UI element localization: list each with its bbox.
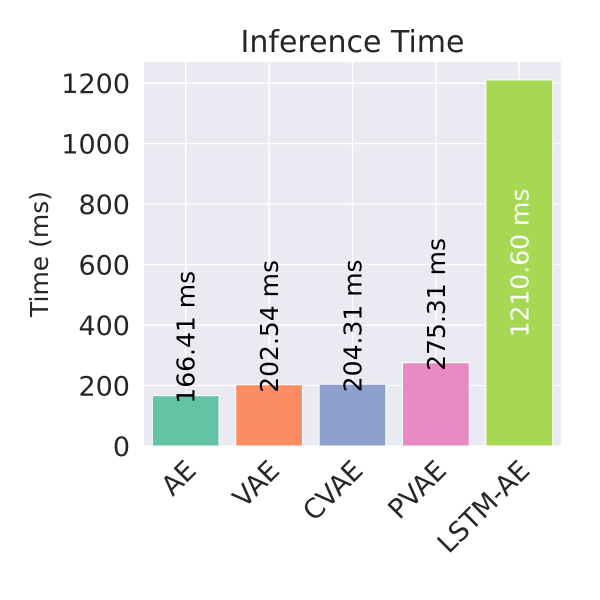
bar-value-label: 1210.60 ms: [505, 189, 534, 338]
bar-value-label: 204.31 ms: [339, 259, 368, 392]
bar-value-label: 275.31 ms: [422, 238, 451, 371]
y-tick-label: 400: [78, 311, 130, 342]
chart-title: Inference Time: [241, 25, 465, 60]
y-tick-label: 1000: [61, 130, 130, 161]
bar-lstm-ae: [485, 79, 554, 447]
x-tick-label: VAE: [227, 455, 286, 514]
y-axis-label: Time (ms): [25, 191, 54, 318]
bar-value-label: 202.54 ms: [255, 260, 284, 393]
x-tick-label: CVAE: [297, 455, 369, 527]
bar-cvae: [318, 383, 387, 447]
bar-value-labels: 166.41 ms 202.54 ms 204.31 ms 275.31 ms 1210…: [172, 189, 535, 404]
y-tick-label: 800: [78, 190, 130, 221]
x-tick-label: AE: [156, 455, 203, 502]
y-tick-label: 1200: [61, 69, 130, 100]
bar-vae: [235, 384, 303, 447]
bar-pvae: [402, 362, 470, 447]
y-tick-label: 0: [113, 432, 130, 463]
bars: [151, 79, 554, 447]
bar-value-label: 166.41 ms: [172, 271, 201, 404]
x-tick-label: PVAE: [382, 455, 452, 525]
x-tick-label: LSTM-AE: [432, 455, 536, 559]
y-tick-label: 200: [78, 372, 130, 403]
y-tick-labels: 0 200 400 600 800 1000 1200: [61, 69, 130, 463]
bar-ae: [151, 395, 220, 447]
y-tick-label: 600: [78, 251, 130, 282]
